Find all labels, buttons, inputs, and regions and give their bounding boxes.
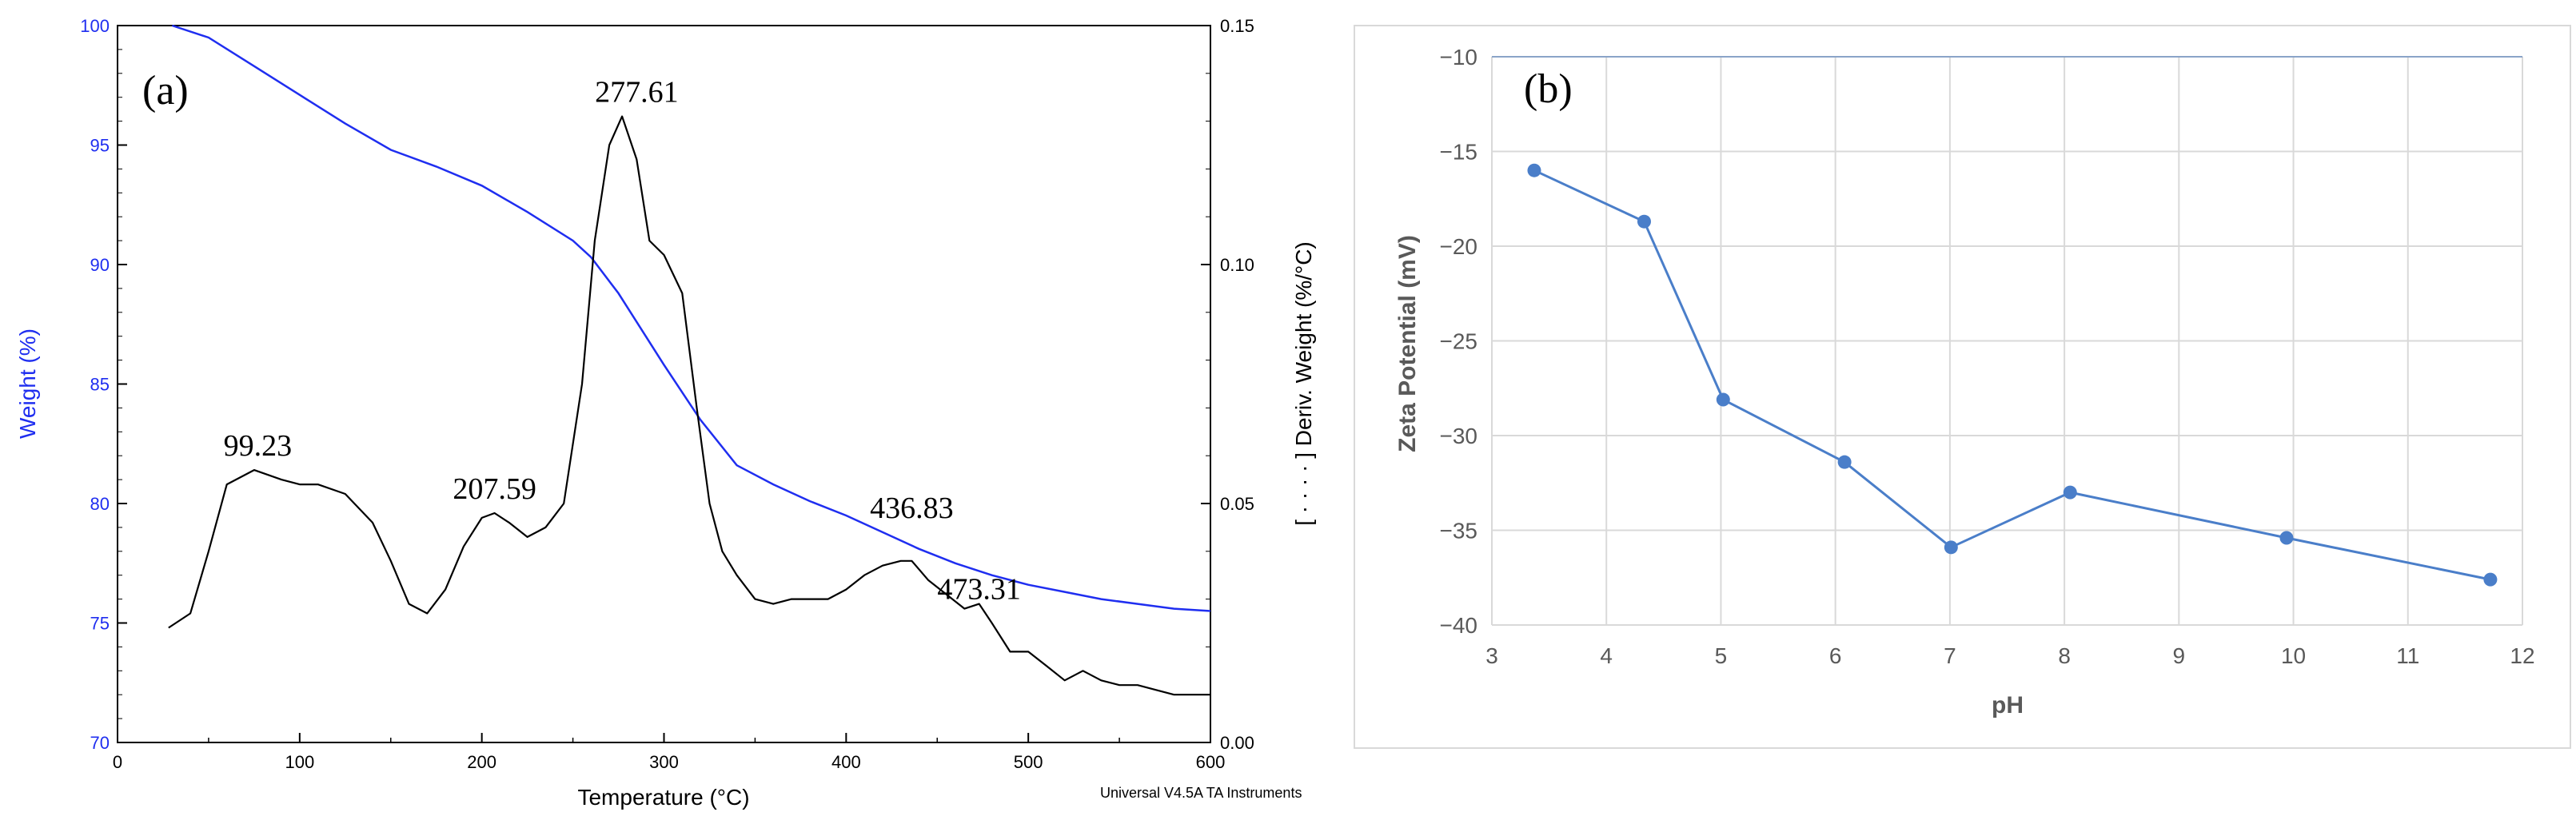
tga-peak-label: 436.83 — [870, 492, 954, 525]
tga-left-y-tick-label: 90 — [90, 255, 110, 275]
zeta-x-tick-label: 6 — [1829, 643, 1842, 668]
tga-right-y-tick-label: 0.10 — [1220, 255, 1254, 275]
tga-right-y-tick-label: 0.05 — [1220, 494, 1254, 514]
tga-left-y-tick-label: 70 — [90, 733, 110, 753]
zeta-y-tick-label: −30 — [1440, 424, 1478, 448]
tga-x-tick-label: 100 — [285, 752, 314, 772]
tga-instrument-footer: Universal V4.5A TA Instruments — [1100, 785, 1302, 801]
zeta-x-axis-title: pH — [1992, 692, 2024, 718]
zeta-chart-panel: 3 4 5 6 7 8 9 10 11 12 −40 −35 −30 −25 −20 −15 −10 (b) p… — [1354, 25, 2571, 749]
zeta-y-axis-title: Zeta Potential (mV) — [1394, 235, 1421, 452]
zeta-x-tick-label: 10 — [2281, 643, 2306, 668]
tga-panel-label: (a) — [142, 68, 189, 113]
zeta-y-tick-label: −35 — [1440, 519, 1478, 543]
zeta-data-point — [2279, 531, 2294, 545]
zeta-marks: 3 4 5 6 7 8 9 10 11 12 −40 −35 −30 −25 −20 −15 −10 — [1440, 45, 2535, 668]
zeta-x-tick-label: 4 — [1600, 643, 1613, 668]
zeta-data-point — [1716, 392, 1730, 407]
tga-marks: 0 100 200 300 400 500 600 70 75 80 85 90 95 100 0.00 0.… — [80, 16, 1254, 772]
zeta-y-tick-label: −15 — [1440, 140, 1478, 165]
zeta-data-point — [1637, 214, 1651, 229]
zeta-data-point — [1944, 540, 1958, 555]
tga-chart-panel: (a) Temperature (°C) Weight (%) [ · · · … — [15, 16, 1316, 810]
tga-left-y-axis-title: Weight (%) — [15, 328, 40, 439]
tga-left-y-tick-label: 95 — [90, 136, 110, 156]
zeta-x-tick-label: 11 — [2396, 643, 2419, 668]
zeta-y-tick-label: −40 — [1440, 613, 1478, 638]
tga-left-y-tick-label: 75 — [90, 614, 110, 634]
tga-plot-frame — [117, 25, 1211, 743]
tga-x-tick-label: 0 — [113, 752, 122, 772]
tga-left-y-tick-label: 100 — [80, 16, 110, 36]
tga-peak-label: 473.31 — [937, 573, 1021, 607]
tga-peak-label: 277.61 — [595, 76, 679, 109]
tga-x-tick-label: 200 — [467, 752, 496, 772]
zeta-data-point — [1837, 455, 1852, 469]
zeta-y-tick-label: −25 — [1440, 329, 1478, 354]
tga-peak-label: 207.59 — [453, 472, 536, 506]
zeta-y-tick-label: −10 — [1440, 45, 1478, 70]
tga-left-y-tick-label: 85 — [90, 375, 110, 395]
tga-derivative-line — [168, 115, 1210, 696]
zeta-x-tick-label: 9 — [2173, 643, 2186, 668]
zeta-x-tick-label: 7 — [1944, 643, 1956, 668]
zeta-panel-label: (b) — [1524, 66, 1573, 112]
tga-peak-label: 99.23 — [224, 429, 293, 463]
zeta-data-point — [1527, 163, 1541, 177]
tga-left-y-tick-label: 80 — [90, 494, 110, 514]
zeta-line — [1533, 169, 2491, 581]
tga-x-tick-label: 500 — [1014, 752, 1043, 772]
tga-x-tick-label: 300 — [649, 752, 679, 772]
tga-x-tick-label: 600 — [1196, 752, 1226, 772]
tga-right-y-tick-label: 0.15 — [1220, 16, 1254, 36]
zeta-data-point — [2483, 572, 2498, 587]
zeta-chart-border — [1354, 25, 2571, 749]
tga-x-tick-label: 400 — [831, 752, 861, 772]
zeta-x-tick-label: 12 — [2510, 643, 2534, 668]
tga-right-y-tick-label: 0.00 — [1220, 733, 1254, 753]
zeta-x-tick-label: 8 — [2058, 643, 2071, 668]
zeta-y-tick-label: −20 — [1440, 234, 1478, 259]
tga-right-y-axis-title: [ · · · · ] Deriv. Weight (%/°C) — [1291, 241, 1316, 526]
zeta-data-point — [2063, 485, 2077, 500]
zeta-x-tick-label: 5 — [1715, 643, 1728, 668]
tga-weight-line — [172, 24, 1211, 612]
zeta-x-tick-label: 3 — [1485, 643, 1498, 668]
tga-x-axis-title: Temperature (°C) — [577, 785, 749, 810]
